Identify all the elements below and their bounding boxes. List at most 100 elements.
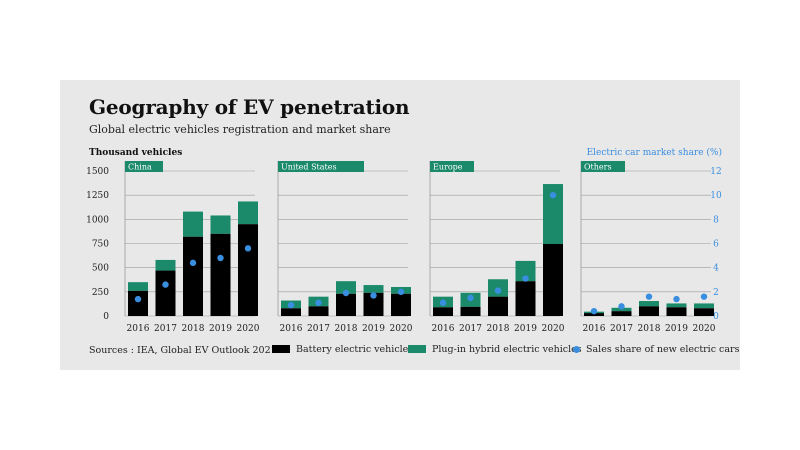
share-point <box>217 254 224 262</box>
bar-bev <box>391 293 411 316</box>
share-point <box>549 191 557 199</box>
x-tick-label: 2020 <box>237 324 260 334</box>
panel-tag-label: China <box>128 163 152 172</box>
share-point <box>287 301 295 309</box>
x-tick-label: 2016 <box>432 324 455 334</box>
bar-bev <box>460 306 481 316</box>
chart-title: Geography of EV penetration <box>89 95 410 119</box>
bar-bev <box>543 243 563 316</box>
share-point <box>618 303 625 310</box>
x-tick-label: 2018 <box>487 324 510 334</box>
bar-phev <box>128 282 148 291</box>
bar-bev <box>363 292 384 316</box>
x-tick-label: 2017 <box>307 324 330 334</box>
bar-phev <box>183 211 203 237</box>
y-tick-label: 1000 <box>86 215 109 225</box>
x-tick-label: 2016 <box>583 324 606 334</box>
bar-bev <box>488 296 508 316</box>
y2-axis-title: Electric car market share (%) <box>587 147 722 158</box>
x-tick-label: 2018 <box>335 324 358 334</box>
x-tick-label: 2017 <box>459 324 482 334</box>
chart-subtitle: Global electric vehicles registration an… <box>89 123 391 136</box>
y-tick-label: 1500 <box>86 167 109 177</box>
panel-tag-label: United States <box>281 163 337 172</box>
bar-phev <box>515 260 536 282</box>
bar-phev <box>155 259 176 271</box>
share-point <box>467 294 474 302</box>
y2-tick-label: 6 <box>713 240 719 250</box>
x-tick-label: 2020 <box>693 324 716 334</box>
bar-phev <box>363 285 384 293</box>
y2-tick-label: 12 <box>710 167 721 177</box>
bar-bev <box>281 308 301 316</box>
bar-bev <box>584 313 604 316</box>
y-tick-label: 0 <box>103 312 109 322</box>
y2-tick-label: 10 <box>710 191 722 201</box>
bar-phev <box>210 215 231 234</box>
bar-phev <box>639 301 659 307</box>
share-point <box>494 287 502 294</box>
panel-tag-united-states <box>278 161 364 172</box>
x-tick-label: 2018 <box>182 324 205 334</box>
share-point <box>134 295 142 303</box>
share-point <box>315 299 322 306</box>
bar-bev <box>639 306 659 316</box>
panel-tag-label: Others <box>584 163 612 172</box>
bar-bev <box>308 306 329 316</box>
bar-bev <box>336 293 356 316</box>
x-tick-label: 2019 <box>209 324 232 334</box>
x-tick-label: 2019 <box>665 324 688 334</box>
share-point <box>162 281 169 288</box>
x-tick-label: 2019 <box>514 324 537 334</box>
panel-tag-others <box>581 161 625 172</box>
bar-bev <box>210 233 231 316</box>
panel-tag-china <box>125 161 163 172</box>
bar-bev <box>155 270 176 316</box>
x-tick-label: 2016 <box>127 324 150 334</box>
x-tick-label: 2020 <box>542 324 565 334</box>
y-tick-label: 750 <box>92 240 109 250</box>
share-point <box>189 259 197 267</box>
panel-tag-europe <box>430 161 474 172</box>
share-point <box>700 293 708 300</box>
y2-tick-label: 4 <box>713 264 719 274</box>
chart-card: Geography of EV penetration Global elect… <box>60 80 740 370</box>
share-point <box>244 245 252 252</box>
x-tick-label: 2016 <box>280 324 303 334</box>
bar-phev <box>666 303 687 308</box>
x-tick-label: 2019 <box>362 324 385 334</box>
share-point <box>397 288 405 296</box>
bar-phev <box>336 281 356 294</box>
share-point <box>439 299 447 306</box>
y-tick-label: 1250 <box>86 191 109 201</box>
share-point <box>645 293 653 300</box>
bar-bev <box>666 307 687 316</box>
x-tick-label: 2017 <box>154 324 177 334</box>
y-tick-label: 250 <box>92 288 109 298</box>
share-point <box>342 289 350 297</box>
x-tick-label: 2018 <box>638 324 661 334</box>
y2-tick-label: 2 <box>713 288 719 298</box>
bar-phev <box>543 184 563 244</box>
share-point <box>370 292 377 299</box>
y-axis-title: Thousand vehicles <box>89 148 182 158</box>
share-point <box>673 295 680 303</box>
panel-tag-label: Europe <box>433 163 463 172</box>
ev-chart: Thousand vehicles Electric car market sha… <box>86 147 722 334</box>
y2-tick-label: 8 <box>713 215 719 225</box>
bar-bev <box>128 290 148 316</box>
x-tick-label: 2017 <box>610 324 633 334</box>
bar-bev <box>694 308 714 316</box>
bar-bev <box>611 311 632 316</box>
bar-phev <box>694 303 714 309</box>
bar-bev <box>238 224 258 316</box>
bar-bev <box>433 307 453 316</box>
x-tick-label: 2020 <box>390 324 413 334</box>
y2-tick-label: 0 <box>713 312 719 322</box>
bar-bev <box>515 281 536 316</box>
bar-phev <box>238 201 258 225</box>
share-point <box>522 275 529 282</box>
bar-bev <box>183 236 203 316</box>
y-tick-label: 500 <box>92 264 109 274</box>
share-point <box>590 307 598 315</box>
